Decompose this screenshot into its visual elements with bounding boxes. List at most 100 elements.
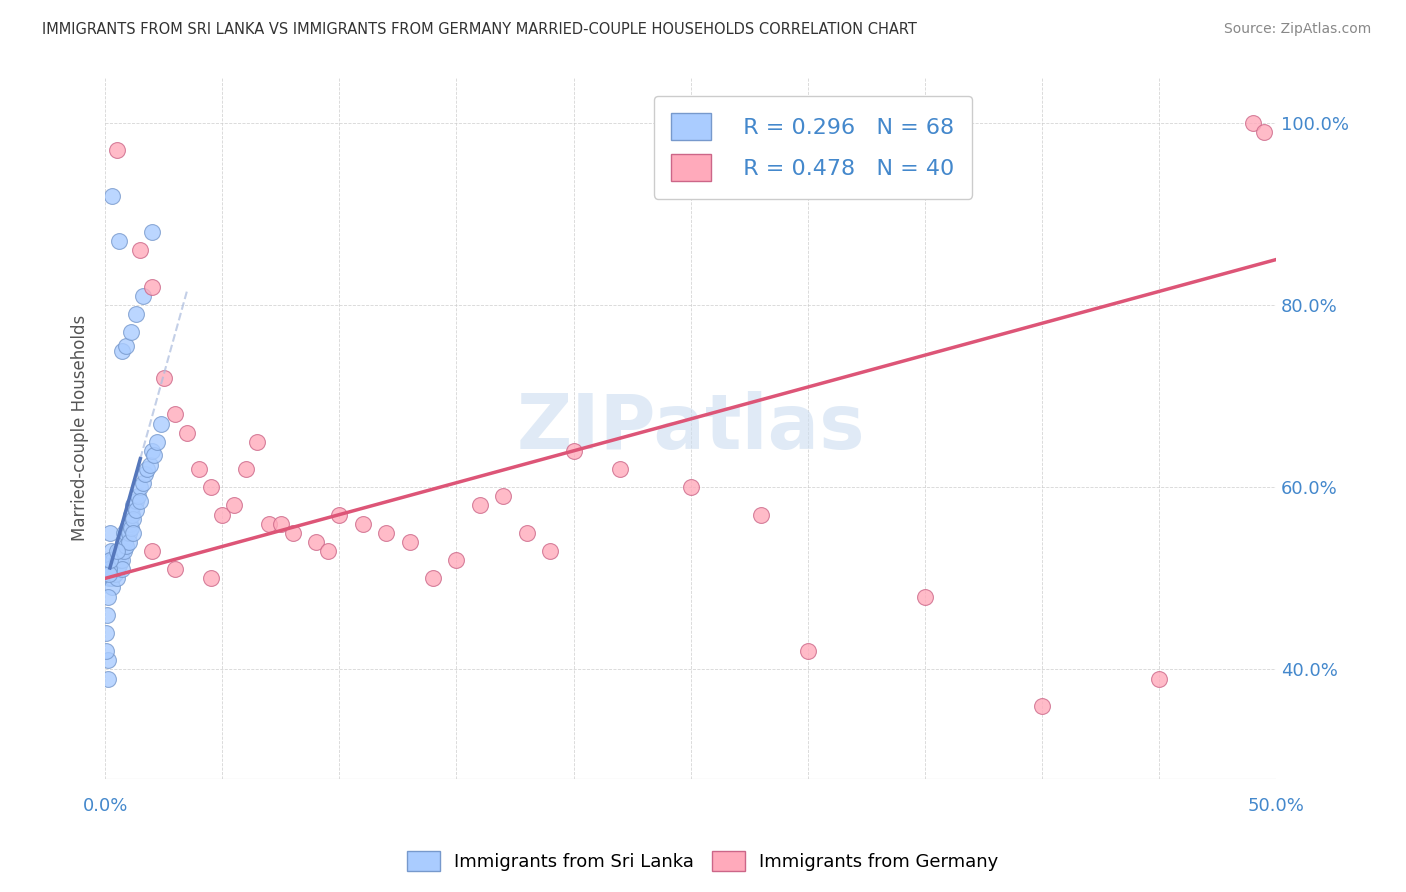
- Point: [134, 467, 156, 481]
- Point: [117, 521, 139, 535]
- Point: [127, 489, 149, 503]
- Point: [105, 544, 128, 558]
- Point: [270, 516, 292, 531]
- Point: [105, 143, 128, 157]
- Point: [609, 462, 631, 476]
- Point: [112, 525, 135, 540]
- Point: [110, 553, 132, 567]
- Point: [112, 544, 135, 558]
- Point: [100, 544, 122, 558]
- Point: [103, 553, 125, 567]
- Point: [96, 626, 118, 640]
- Text: 0.0%: 0.0%: [83, 797, 128, 815]
- Point: [98, 566, 121, 581]
- Point: [103, 566, 125, 581]
- Point: [97, 590, 120, 604]
- Point: [422, 571, 444, 585]
- Point: [516, 525, 538, 540]
- Point: [118, 516, 141, 531]
- Point: [108, 235, 131, 249]
- Point: [120, 508, 142, 522]
- Point: [97, 562, 120, 576]
- Point: [96, 653, 118, 667]
- Point: [117, 516, 139, 531]
- Point: [124, 494, 146, 508]
- Point: [107, 549, 129, 563]
- Point: [131, 475, 153, 490]
- Point: [117, 525, 139, 540]
- Point: [328, 508, 350, 522]
- Point: [749, 508, 772, 522]
- Point: [446, 553, 468, 567]
- Point: [281, 525, 304, 540]
- Point: [105, 571, 128, 585]
- Point: [141, 544, 163, 558]
- Point: [108, 544, 131, 558]
- Point: [165, 408, 187, 422]
- Point: [105, 562, 128, 576]
- Legend: Immigrants from Sri Lanka, Immigrants from Germany: Immigrants from Sri Lanka, Immigrants fr…: [401, 844, 1005, 879]
- Legend:   R = 0.296   N = 68,   R = 0.478   N = 40: R = 0.296 N = 68, R = 0.478 N = 40: [654, 95, 972, 199]
- Point: [101, 571, 124, 585]
- Point: [145, 434, 167, 449]
- Point: [111, 535, 134, 549]
- Point: [235, 462, 257, 476]
- Point: [110, 562, 132, 576]
- Point: [108, 558, 131, 572]
- Point: [96, 672, 118, 686]
- Point: [120, 326, 142, 340]
- Point: [176, 425, 198, 440]
- Point: [96, 607, 118, 622]
- Point: [124, 307, 146, 321]
- Point: [246, 434, 269, 449]
- Point: [165, 562, 187, 576]
- Point: [398, 535, 420, 549]
- Point: [796, 644, 818, 658]
- Point: [141, 443, 163, 458]
- Point: [200, 480, 222, 494]
- Point: [101, 581, 124, 595]
- Point: [98, 553, 121, 567]
- Point: [305, 535, 328, 549]
- Point: [110, 343, 132, 358]
- Point: [375, 525, 398, 540]
- Point: [136, 462, 159, 476]
- Point: [492, 489, 515, 503]
- Point: [1253, 125, 1275, 139]
- Point: [98, 553, 121, 567]
- Point: [352, 516, 374, 531]
- Point: [141, 225, 163, 239]
- Point: [1031, 698, 1053, 713]
- Point: [105, 553, 128, 567]
- Point: [103, 558, 125, 572]
- Text: IMMIGRANTS FROM SRI LANKA VS IMMIGRANTS FROM GERMANY MARRIED-COUPLE HOUSEHOLDS C: IMMIGRANTS FROM SRI LANKA VS IMMIGRANTS …: [42, 22, 917, 37]
- Point: [538, 544, 561, 558]
- Point: [129, 244, 152, 258]
- Point: [150, 417, 173, 431]
- Text: 50.0%: 50.0%: [1247, 797, 1305, 815]
- Point: [122, 499, 145, 513]
- Point: [101, 562, 124, 576]
- Point: [316, 544, 339, 558]
- Point: [110, 553, 132, 567]
- Point: [129, 494, 152, 508]
- Point: [187, 462, 209, 476]
- Point: [115, 339, 138, 353]
- Point: [141, 280, 163, 294]
- Point: [914, 590, 936, 604]
- Point: [152, 371, 174, 385]
- Point: [114, 535, 136, 549]
- Point: [97, 571, 120, 585]
- Point: [129, 480, 152, 494]
- Point: [200, 571, 222, 585]
- Y-axis label: Married-couple Households: Married-couple Households: [72, 315, 89, 541]
- Point: [122, 525, 145, 540]
- Point: [124, 503, 146, 517]
- Point: [562, 443, 585, 458]
- Point: [257, 516, 280, 531]
- Point: [117, 535, 139, 549]
- Point: [1241, 116, 1264, 130]
- Point: [138, 458, 160, 472]
- Text: ZIPatlas: ZIPatlas: [516, 391, 865, 465]
- Point: [1147, 672, 1170, 686]
